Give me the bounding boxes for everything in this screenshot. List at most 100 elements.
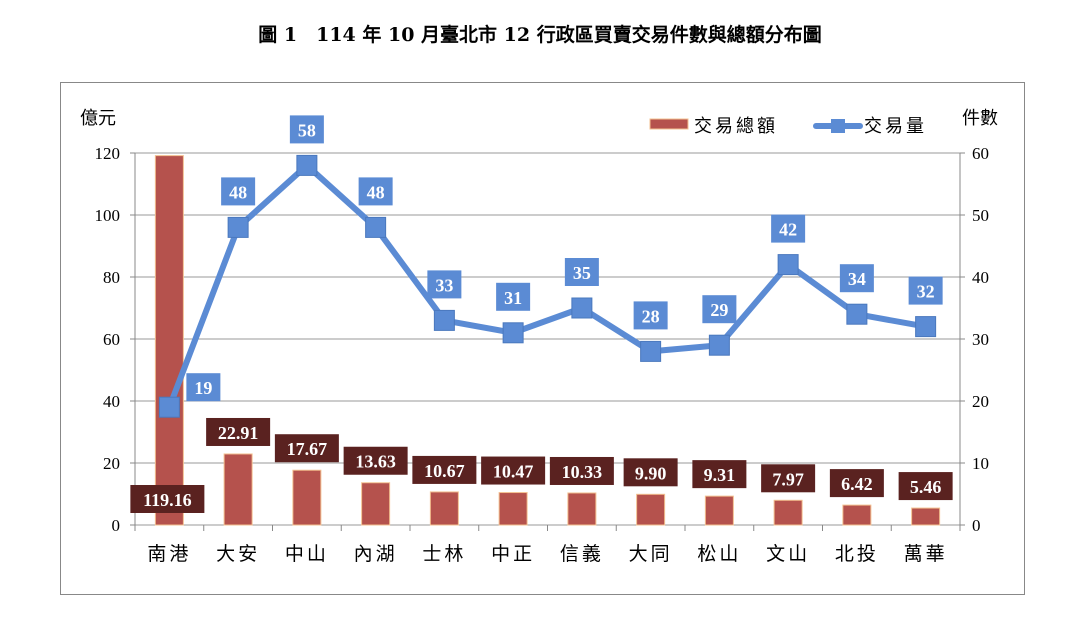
bar [154,155,184,526]
bar [567,492,597,526]
line-data-label: 28 [642,306,660,326]
line-marker [777,254,799,276]
y-right-tick-label: 20 [972,392,989,411]
legend-bar-swatch [649,118,689,130]
line-label-box [771,214,806,243]
bar-label-box [343,446,408,475]
legend-line-marker [831,119,845,133]
line-data-label: 19 [194,378,212,398]
bar-data-label: 7.97 [772,469,804,489]
bar-label-box [481,456,546,485]
y-left-tick-label: 100 [95,206,121,225]
line-label-box [564,258,599,286]
line-label-box [427,270,462,299]
x-tick-label: 松山 [697,543,741,565]
bar [223,453,253,526]
bar [292,469,322,526]
line-label-box [633,301,668,330]
line-marker [433,309,455,331]
y-right-tick-label: 60 [972,144,989,163]
bar [636,493,666,526]
x-tick-label: 內湖 [354,543,398,565]
line-label-box [908,276,943,305]
bar-label-box [549,456,614,485]
line-label-box [358,177,393,206]
legend-label: 交易量 [864,116,927,136]
line-marker [571,297,593,319]
y-right-tick-label: 50 [972,206,989,225]
y-left-tick-label: 120 [95,144,121,163]
x-tick-label: 中正 [491,543,535,565]
legend-label: 交易總額 [694,116,778,136]
bar-label-box [829,469,884,498]
bar-data-label: 5.46 [910,477,942,497]
bar-label-box [206,417,271,446]
line-data-label: 42 [779,220,797,240]
x-tick-label: 北投 [835,543,879,565]
bar-data-label: 6.42 [841,474,873,494]
y-left-tick-label: 80 [103,268,120,287]
bar-label-box [898,472,953,501]
y-left-tick-label: 0 [112,516,121,535]
bar [704,495,734,526]
line-marker [227,216,249,238]
line-data-label: 34 [848,269,866,289]
y-left-tick-label: 40 [103,392,120,411]
x-tick-label: 信義 [560,543,604,565]
bar [842,504,872,526]
bar [911,507,941,526]
line-marker [365,216,387,238]
bar-label-box [761,464,816,493]
y-right-tick-label: 40 [972,268,989,287]
x-tick-label: 大同 [629,543,673,565]
line-data-label: 58 [298,120,316,140]
x-tick-label: 萬華 [904,543,948,565]
bar-data-label: 9.31 [704,465,736,485]
line-data-label: 48 [367,182,385,202]
bar-data-label: 22.91 [218,423,259,443]
x-tick-label: 文山 [766,543,810,565]
line-marker [846,303,868,325]
line-label-box [839,264,874,293]
line-data-label: 48 [229,182,247,202]
bar-label-box [274,434,339,463]
bar-data-label: 9.90 [635,463,667,483]
bar-label-box [692,460,747,489]
bar-data-label: 10.47 [493,462,534,482]
line-label-box [289,115,324,144]
line-data-label: 31 [504,288,522,308]
chart-frame [60,82,1025,595]
bar-data-label: 17.67 [287,439,328,459]
x-tick-label: 中山 [285,543,329,565]
bar-label-box [623,458,678,487]
line-marker [502,322,524,344]
x-tick-label: 士林 [422,543,466,565]
bar-data-label: 13.63 [355,452,396,472]
bar [361,482,391,526]
chart-title: 圖 1 114 年 10 月臺北市 12 行政區買賣交易件數與總額分布圖 [258,24,822,46]
y-right-axis-label: 件數 [962,108,998,128]
line-marker [296,154,318,176]
line-data-label: 32 [917,282,935,302]
line-label-box [186,373,221,402]
line-label-box [221,177,256,206]
x-tick-label: 南港 [147,543,191,565]
line-marker [640,340,662,362]
bar-label-box [130,485,205,513]
line-label-box [496,282,531,311]
line-marker [708,334,730,356]
y-right-tick-label: 10 [972,454,989,473]
bar-data-label: 119.16 [143,490,192,510]
bar [773,499,803,526]
line-label-box [702,295,737,324]
bar-label-box [412,455,477,484]
bar [429,491,459,526]
y-right-tick-label: 30 [972,330,989,349]
line-data-label: 29 [710,300,728,320]
y-right-tick-label: 0 [972,516,981,535]
line-data-label: 33 [435,275,453,295]
y-left-axis-label: 億元 [80,108,116,128]
bar-data-label: 10.33 [562,462,603,482]
line-marker [915,316,937,338]
